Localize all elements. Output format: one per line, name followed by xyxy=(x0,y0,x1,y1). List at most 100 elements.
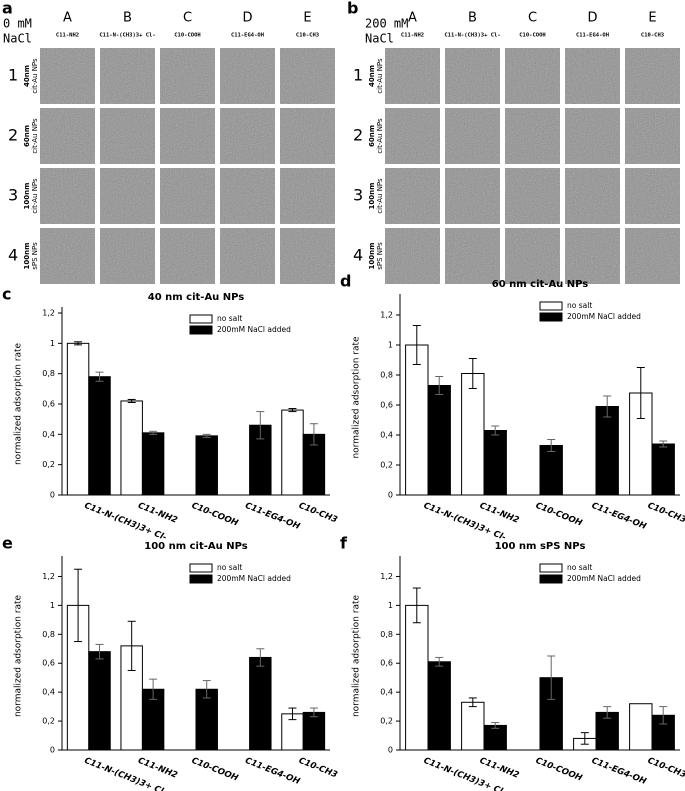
column-letter: A xyxy=(408,11,417,26)
panel-letter: e xyxy=(2,534,13,553)
error-bar xyxy=(127,398,136,403)
bar xyxy=(195,435,218,496)
panel-letter: c xyxy=(2,285,11,304)
image-noise xyxy=(220,48,275,104)
bar xyxy=(483,430,507,496)
bar xyxy=(629,703,653,751)
row-size: 40nm xyxy=(368,65,376,87)
error-bar xyxy=(491,425,500,436)
row-number: 2 xyxy=(353,126,363,145)
column-letter: B xyxy=(468,11,477,26)
y-tick-label: 0 xyxy=(388,491,393,500)
error-bar xyxy=(95,371,104,382)
image-noise xyxy=(445,108,500,164)
surface-label: C10-CH3 xyxy=(296,33,319,39)
row-particle: cit-Au NPs xyxy=(376,178,384,214)
row-particle: cit-Au NPs xyxy=(376,118,384,154)
legend-swatch xyxy=(539,301,563,311)
x-tick-label: C10-COOH xyxy=(534,501,584,529)
legend-swatch xyxy=(189,325,213,335)
panel-letter: a xyxy=(2,0,13,18)
error-bar xyxy=(603,395,612,418)
x-tick-label: C11-NH2 xyxy=(136,756,179,781)
image-noise xyxy=(280,108,335,164)
legend-label: 200mM NaCl added xyxy=(567,574,641,583)
y-tick-label: 0 xyxy=(50,746,55,755)
error-bar xyxy=(74,341,83,346)
y-tick-label: 1 xyxy=(388,601,393,610)
image-noise xyxy=(385,108,440,164)
bar xyxy=(66,342,90,496)
y-tick-label: 1 xyxy=(50,339,55,348)
panel-letter: d xyxy=(340,272,351,291)
chart-title: 100 nm sPS NPs xyxy=(495,541,586,552)
row-size: 60nm xyxy=(368,125,376,147)
row-size: 100nm xyxy=(368,243,376,270)
error-bar xyxy=(435,656,444,667)
row-number: 4 xyxy=(8,246,18,265)
image-noise xyxy=(220,168,275,224)
image-noise xyxy=(280,168,335,224)
surface-label: C10-CH3 xyxy=(641,33,664,39)
image-noise xyxy=(385,228,440,284)
image-noise xyxy=(220,108,275,164)
error-bar xyxy=(309,423,318,446)
error-bar xyxy=(547,655,556,700)
legend-label: 200mM NaCl added xyxy=(567,312,641,321)
bar xyxy=(483,724,507,751)
error-bar xyxy=(202,433,211,438)
y-tick-label: 0,4 xyxy=(42,430,55,439)
error-bar xyxy=(149,430,158,435)
image-noise xyxy=(220,228,275,284)
error-bar xyxy=(603,706,612,719)
y-tick-label: 0,6 xyxy=(42,659,55,668)
x-tick-label: C10-CH3 xyxy=(297,756,339,781)
error-bar xyxy=(149,678,158,700)
surface-label: C11-NH2 xyxy=(401,33,424,39)
legend-label: no salt xyxy=(217,314,242,323)
error-bar xyxy=(256,411,265,440)
row-size: 100nm xyxy=(368,183,376,210)
image-noise xyxy=(625,228,680,284)
y-axis-label: normalized adsorption rate xyxy=(14,594,24,717)
x-tick-label: C11-NH2 xyxy=(478,756,521,781)
image-noise xyxy=(280,48,335,104)
row-number: 3 xyxy=(353,186,363,205)
error-bar xyxy=(468,697,477,708)
row-number: 1 xyxy=(353,66,363,85)
error-bar xyxy=(468,358,477,389)
legend-swatch xyxy=(539,312,563,322)
y-tick-label: 0,8 xyxy=(380,371,393,380)
error-bar xyxy=(288,408,297,413)
column-letter: D xyxy=(242,11,252,26)
panel-letter: b xyxy=(347,0,358,18)
surface-label: C11-EG4-OH xyxy=(576,33,609,39)
bar xyxy=(405,604,429,751)
legend-swatch xyxy=(189,563,213,573)
y-tick-label: 0,2 xyxy=(380,717,393,726)
image-noise xyxy=(40,108,95,164)
row-particle: sPS NPs xyxy=(376,242,384,270)
y-axis-label: normalized adsorption rate xyxy=(352,594,362,717)
bar xyxy=(88,376,111,496)
error-bar xyxy=(288,707,297,721)
y-tick-label: 1 xyxy=(50,601,55,610)
legend-label: no salt xyxy=(217,563,242,572)
y-axis-label: normalized adsorption rate xyxy=(352,336,362,459)
bar xyxy=(539,445,563,496)
column-letter: A xyxy=(63,11,72,26)
image-noise xyxy=(40,228,95,284)
row-particle: cit-Au NPs xyxy=(31,178,39,214)
legend-label: no salt xyxy=(567,301,592,310)
column-letter: C xyxy=(528,11,537,26)
image-noise xyxy=(100,168,155,224)
x-tick-label: C11-NH2 xyxy=(478,501,521,526)
y-tick-label: 1,2 xyxy=(380,311,393,320)
error-bar xyxy=(412,587,421,624)
x-tick-label: C10-CH3 xyxy=(646,756,685,781)
row-number: 1 xyxy=(8,66,18,85)
error-bar xyxy=(659,440,668,448)
image-noise xyxy=(445,168,500,224)
image-noise xyxy=(100,228,155,284)
image-noise xyxy=(565,48,620,104)
